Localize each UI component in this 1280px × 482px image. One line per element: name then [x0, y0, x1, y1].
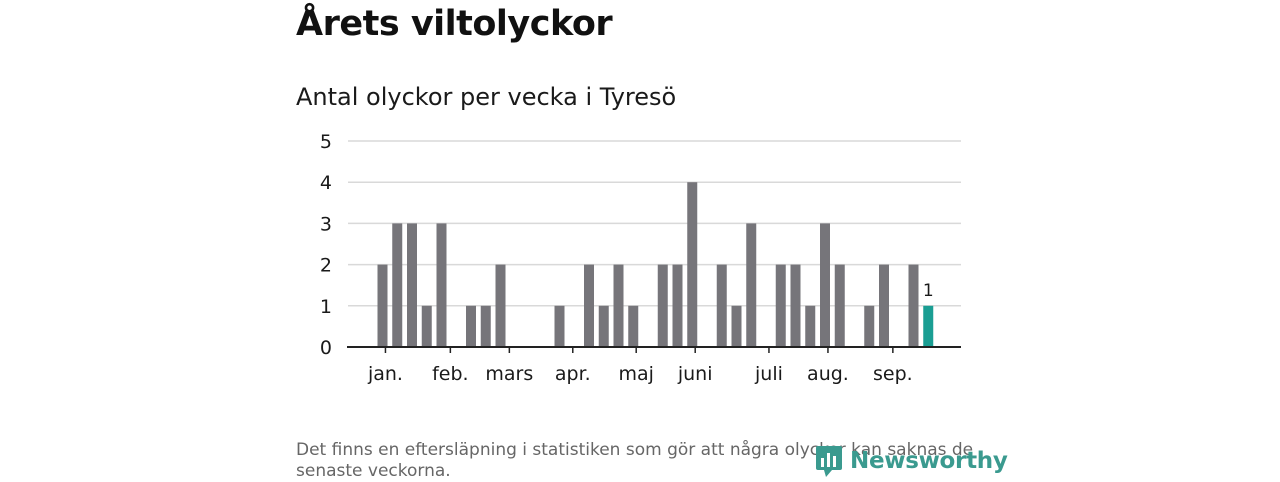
bar [598, 305, 609, 347]
gridlines [348, 140, 961, 307]
y-tick-label: 2 [320, 255, 332, 277]
x-tick-label: apr. [555, 363, 591, 385]
y-tick-label: 0 [320, 337, 332, 359]
y-tick-label: 5 [320, 131, 332, 153]
bars [377, 182, 934, 347]
footnote: Det finns en eftersläpning i statistiken… [296, 440, 974, 481]
chart-title: Antal olyckor per vecka i Tyresö [296, 83, 677, 111]
bar [687, 182, 698, 347]
bar [746, 223, 757, 347]
bar [628, 305, 639, 347]
bar [466, 305, 476, 347]
bar [392, 223, 403, 347]
x-tick-label: mars [485, 363, 533, 385]
bar [716, 264, 727, 347]
bar [820, 223, 830, 347]
x-tick-label: aug. [807, 363, 849, 385]
bar [407, 223, 417, 347]
bar [834, 264, 845, 347]
bar [775, 264, 786, 347]
bar [613, 264, 624, 347]
x-tick-label: jan. [367, 363, 403, 385]
bar [584, 264, 594, 347]
y-tick-label: 4 [320, 172, 332, 194]
bar [554, 305, 565, 347]
bar-current-week [923, 305, 934, 347]
y-tick-label: 1 [320, 296, 332, 318]
bar [731, 305, 742, 347]
bar [377, 264, 388, 347]
bar [495, 264, 506, 347]
x-axis-ticks: jan. feb. mars apr. maj juni juli aug. sep. [367, 347, 913, 385]
bar [864, 305, 875, 347]
bar [480, 305, 491, 347]
y-tick-label: 3 [320, 213, 332, 235]
bar [790, 264, 801, 347]
brand-name: Newsworthy [850, 448, 1008, 474]
brand-logo: Newsworthy [814, 444, 1008, 478]
x-tick-label: maj [618, 363, 653, 385]
bar [672, 264, 683, 347]
bar [657, 264, 668, 347]
x-tick-label: juni [677, 363, 713, 385]
data-labels: 1 [923, 281, 934, 301]
bar [421, 305, 432, 347]
x-tick-label: feb. [432, 363, 468, 385]
x-tick-label: juli [754, 363, 783, 385]
newsworthy-logo-icon [816, 446, 842, 477]
y-axis-ticks: 0 1 2 3 4 5 [320, 131, 332, 359]
bar [879, 264, 889, 347]
x-tick-label: sep. [873, 363, 913, 385]
bar [436, 223, 447, 347]
bar [908, 264, 919, 347]
last-value-label: 1 [923, 281, 934, 301]
bar [805, 305, 816, 347]
page-title: Årets viltolyckor [296, 4, 613, 44]
